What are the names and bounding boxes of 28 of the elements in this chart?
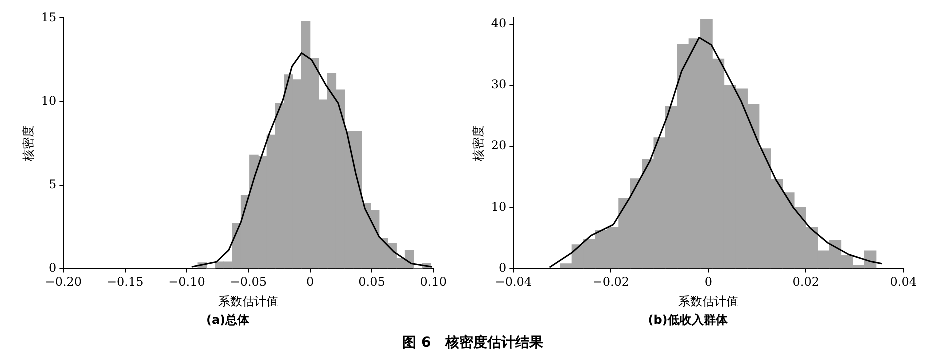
y-axis-title: 核密度	[21, 126, 36, 162]
y-tick-label: 0	[49, 260, 57, 275]
x-tick-label: −0.02	[592, 275, 630, 290]
x-tick-label: 0	[704, 275, 712, 290]
x-tick-label: 0.02	[792, 275, 820, 290]
y-axis-title: 核密度	[471, 126, 486, 162]
text: (b)低收入群体	[648, 312, 729, 327]
text: (a)总体	[206, 312, 251, 327]
x-tick-label: −0.20	[45, 275, 82, 290]
x-axis-title: 系数估计值	[678, 294, 739, 309]
y-tick-label: 30	[491, 78, 507, 92]
y-tick-label: 40	[491, 16, 507, 30]
x-tick-label: 0	[306, 275, 314, 290]
x-tick-label: −0.10	[168, 275, 206, 290]
x-tick-label: 0.05	[358, 275, 386, 290]
y-tick-label: 15	[41, 10, 57, 24]
y-tick-label: 10	[41, 94, 57, 108]
x-tick-label: 0.04	[890, 275, 918, 290]
x-tick-label: 0.10	[420, 275, 447, 290]
x-tick-label: −0.04	[495, 275, 532, 290]
y-tick-label: 20	[491, 138, 507, 153]
x-tick-label: −0.15	[106, 275, 144, 290]
caption: 图 6 核密度估计结果	[402, 334, 544, 352]
y-tick-label: 5	[49, 177, 57, 192]
x-axis-title: 系数估计值	[218, 294, 279, 309]
x-tick-label: −0.05	[230, 275, 268, 290]
y-tick-label: 10	[491, 200, 507, 214]
y-tick-label: 0	[499, 260, 507, 275]
